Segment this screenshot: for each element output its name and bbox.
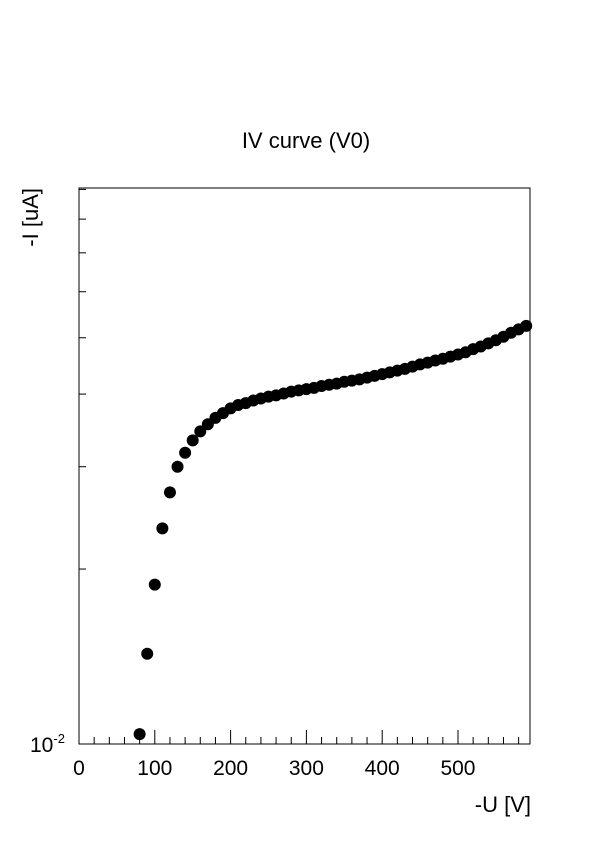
y-tick-label-exponent: -2: [53, 731, 65, 746]
x-tick-label: 500: [440, 757, 475, 780]
data-point: [163, 486, 176, 499]
data-point: [148, 578, 161, 591]
data-points: [133, 319, 533, 741]
x-tick-label: 0: [73, 757, 85, 780]
plot-frame: [78, 187, 531, 745]
x-axis-label: -U [V]: [475, 792, 531, 817]
chart-title: IV curve (V0): [242, 128, 370, 153]
data-point: [141, 647, 154, 660]
x-tick-label: 300: [289, 757, 324, 780]
x-tick-label: 200: [213, 757, 248, 780]
data-point: [194, 425, 207, 438]
data-point: [171, 460, 184, 473]
y-tick-label-base: 10: [30, 734, 53, 757]
data-point: [179, 446, 192, 459]
x-tick-label: 400: [365, 757, 400, 780]
data-point: [186, 434, 199, 447]
x-tick-label: 100: [137, 757, 172, 780]
data-point: [133, 728, 146, 741]
y-axis: [79, 188, 93, 745]
x-axis: 0 100 200 300 400 500: [73, 730, 520, 780]
data-point: [520, 319, 533, 332]
y-axis-label: -I [uA]: [18, 188, 43, 247]
data-point: [156, 522, 169, 535]
y-tick-label-min: 10-2: [30, 731, 65, 757]
